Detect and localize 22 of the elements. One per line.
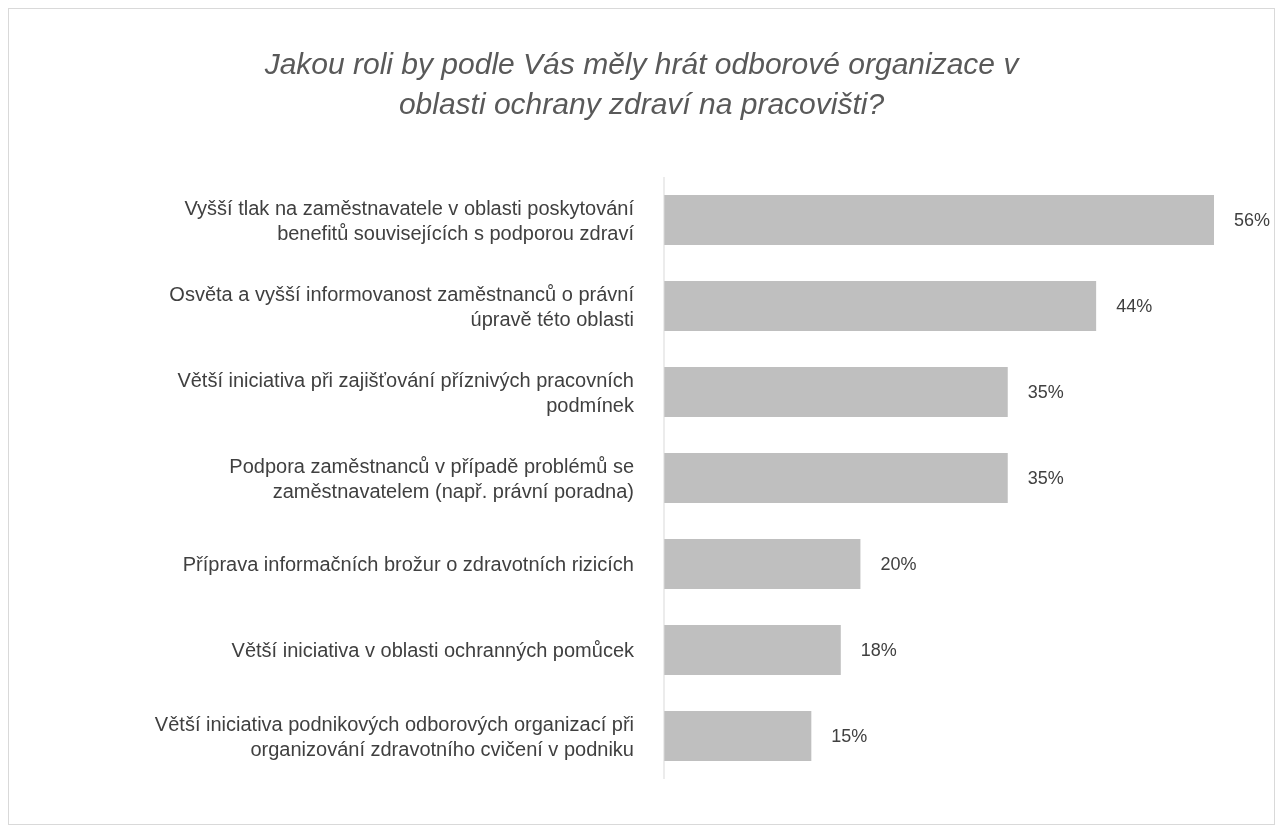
data-label: 56% — [1234, 210, 1271, 230]
y-tick-label: Větší iniciativa při zajišťování příznivých pracovních podmínek — [177, 368, 635, 416]
y-tick-label: Větší iniciativa podnikových odborových organizací při organizování zdravotního cvičení v podniku — [154, 712, 634, 760]
bar — [664, 539, 861, 589]
chart-title: Jakou roli by podle Vás měly hrát odborové organizace v oblasti ochrany zdraví na pracovišti? — [263, 46, 1021, 122]
data-label: 15% — [831, 726, 868, 746]
data-label: 35% — [1027, 382, 1064, 402]
y-tick-label: Příprava informačních brožur o zdravotních rizicích — [182, 553, 634, 575]
y-tick-label: Podpora zaměstnanců v případě problémů se zaměstnavatelem (např. právní poradna) — [229, 454, 634, 502]
y-tick-label: Osvěta a vyšší informovanost zaměstnanců o právní úpravě této oblasti — [169, 282, 635, 330]
bar — [664, 711, 812, 761]
y-tick-label: Vyšší tlak na zaměstnavatele v oblasti poskytování benefitů souvisejících s podporou zdraví — [184, 196, 635, 244]
bar — [664, 195, 1214, 245]
data-label: 35% — [1027, 468, 1064, 488]
bar — [664, 281, 1097, 331]
data-label: 20% — [880, 554, 917, 574]
y-tick-label: Větší iniciativa v oblasti ochranných pomůcek — [231, 639, 635, 661]
data-label: 44% — [1116, 296, 1153, 316]
bar — [664, 453, 1008, 503]
bar — [664, 367, 1008, 417]
data-label: 18% — [860, 640, 897, 660]
bar — [664, 625, 841, 675]
